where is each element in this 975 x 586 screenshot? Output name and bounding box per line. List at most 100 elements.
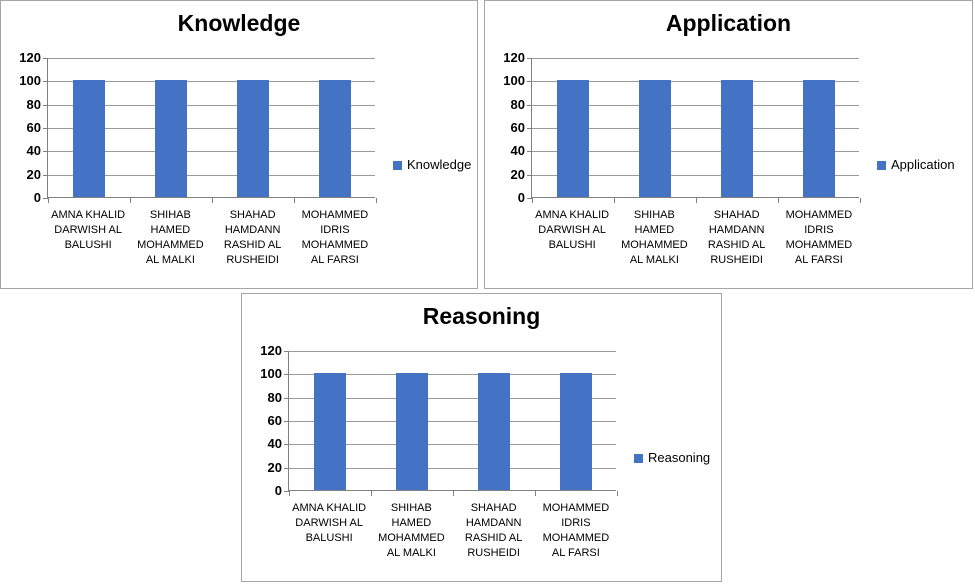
- category-label-line: BALUSHI: [64, 239, 112, 251]
- gridline: [289, 444, 616, 446]
- y-axis-tick-label: 80: [26, 96, 41, 112]
- category-label-line: DARWISH AL: [295, 517, 363, 529]
- category-label-line: SHAHAD: [470, 502, 517, 514]
- category-label-line: MOHAMMED: [785, 239, 853, 251]
- category-label-line: MOHAMMED: [301, 239, 369, 251]
- gridline: [48, 151, 375, 153]
- category-label-line: MOHAMMED: [785, 209, 853, 221]
- x-axis-tick: [860, 198, 861, 203]
- bar: [72, 80, 106, 197]
- legend-swatch-icon: [877, 160, 886, 170]
- y-axis-tick-label: 80: [510, 96, 525, 112]
- y-axis-tick-label: 0: [517, 190, 525, 205]
- bar: [638, 80, 672, 197]
- x-axis-tick: [778, 198, 779, 203]
- category-label-line: SHAHAD: [713, 209, 760, 221]
- x-axis-tick: [532, 198, 533, 203]
- bar: [559, 373, 593, 490]
- y-axis-tick: [527, 174, 532, 176]
- x-axis-tick: [212, 198, 213, 203]
- y-axis-tick-label: 100: [503, 73, 525, 89]
- y-axis-tick-label: 0: [33, 190, 41, 205]
- y-axis-tick-label: 40: [510, 143, 525, 159]
- y-axis-tick-label: 0: [274, 483, 282, 498]
- category-label-line: HAMED: [634, 224, 675, 236]
- y-axis-tick-label: 80: [267, 389, 282, 405]
- category-label: MOHAMMED IDRIS MOHAMMED AL FARSI: [535, 501, 617, 561]
- gridline: [289, 351, 616, 352]
- category-label-line: BALUSHI: [548, 239, 596, 251]
- bar: [236, 80, 270, 197]
- legend: Application: [877, 157, 955, 173]
- y-axis-tick: [284, 467, 289, 469]
- gridline: [48, 104, 375, 106]
- bar: [720, 80, 754, 197]
- chart-title: Application: [665, 10, 792, 36]
- plot-area: 0 20 40 60 80 100 120: [19, 50, 377, 205]
- y-axis-tick-label: 100: [19, 73, 41, 89]
- x-axis-tick: [289, 491, 290, 496]
- x-axis-tick: [130, 198, 131, 203]
- category-label-line: AL FARSI: [551, 547, 600, 559]
- category-label-line: MOHAMMED: [542, 502, 610, 514]
- category-label-line: MOHAMMED: [378, 532, 445, 544]
- x-axis-tick: [535, 491, 536, 496]
- category-label-line: SHIHAB: [149, 209, 191, 221]
- y-axis-tick: [284, 374, 289, 376]
- legend-label: Knowledge: [407, 157, 472, 172]
- category-label: SHIHAB HAMED MOHAMMED AL MALKI: [129, 208, 211, 268]
- category-label: SHAHAD HAMDANN RASHID AL RUSHEIDI: [696, 208, 778, 268]
- category-label-line: AL MALKI: [629, 254, 679, 266]
- y-axis-tick: [527, 198, 532, 199]
- category-label: SHIHAB HAMED MOHAMMED AL MALKI: [613, 208, 695, 268]
- category-label-line: IDRIS: [804, 224, 834, 236]
- category-label-line: MOHAMMED: [542, 532, 610, 544]
- category-label: AMNA KHALID DARWISH AL BALUSHI: [288, 501, 370, 561]
- bar: [556, 80, 590, 197]
- gridline: [532, 151, 859, 153]
- legend-swatch-icon: [634, 453, 643, 463]
- legend: Knowledge: [393, 157, 471, 173]
- y-axis-tick: [43, 81, 48, 83]
- bar: [313, 373, 347, 490]
- category-label: AMNA KHALID DARWISH AL BALUSHI: [531, 208, 613, 268]
- y-axis-tick-label: 40: [267, 436, 282, 452]
- x-axis-tick: [294, 198, 295, 203]
- y-axis-tick-label: 20: [267, 459, 282, 475]
- y-axis-tick: [527, 104, 532, 106]
- category-label: MOHAMMED IDRIS MOHAMMED AL FARSI: [778, 208, 860, 268]
- x-axis-tick: [617, 491, 618, 496]
- category-label-line: AL MALKI: [386, 547, 436, 559]
- y-axis-tick: [43, 58, 48, 59]
- category-label-line: MOHAMMED: [301, 209, 369, 221]
- category-label: SHIHAB HAMED MOHAMMED AL MALKI: [370, 501, 452, 561]
- y-axis-tick: [43, 151, 48, 153]
- x-axis-labels: AMNA KHALID DARWISH AL BALUSHI SHIHAB HAMED M…: [47, 208, 376, 268]
- y-axis-tick-label: 100: [260, 366, 282, 382]
- x-axis-tick: [48, 198, 49, 203]
- y-axis-tick: [43, 174, 48, 176]
- x-axis-tick: [453, 491, 454, 496]
- gridline: [289, 467, 616, 469]
- category-label-line: RUSHEIDI: [226, 254, 279, 266]
- category-label-line: MOHAMMED: [621, 239, 688, 251]
- y-axis-tick-label: 60: [26, 120, 41, 135]
- y-axis-tick: [284, 351, 289, 352]
- y-axis-tick: [43, 198, 48, 199]
- y-axis-tick-label: 60: [267, 413, 282, 428]
- knowledge-chart: Knowledge 0 20 40 60 80 100 120 AMNA KHALID DAR…: [0, 0, 478, 289]
- y-axis-tick: [43, 104, 48, 106]
- category-label-line: AMNA KHALID: [535, 209, 610, 221]
- category-label-line: IDRIS: [561, 517, 591, 529]
- y-axis-tick: [527, 81, 532, 83]
- plot-area: 0 20 40 60 80 100 120: [503, 50, 861, 205]
- gridline: [48, 174, 375, 176]
- gridline: [289, 374, 616, 376]
- category-label-line: HAMDANN: [224, 224, 281, 236]
- category-label-line: RASHID AL: [464, 532, 523, 544]
- category-label: MOHAMMED IDRIS MOHAMMED AL FARSI: [294, 208, 376, 268]
- reasoning-chart: Reasoning 0 20 40 60 80 100 120 AMNA KHALID DAR…: [241, 293, 722, 582]
- category-label-line: RUSHEIDI: [467, 547, 520, 559]
- bar: [802, 80, 836, 197]
